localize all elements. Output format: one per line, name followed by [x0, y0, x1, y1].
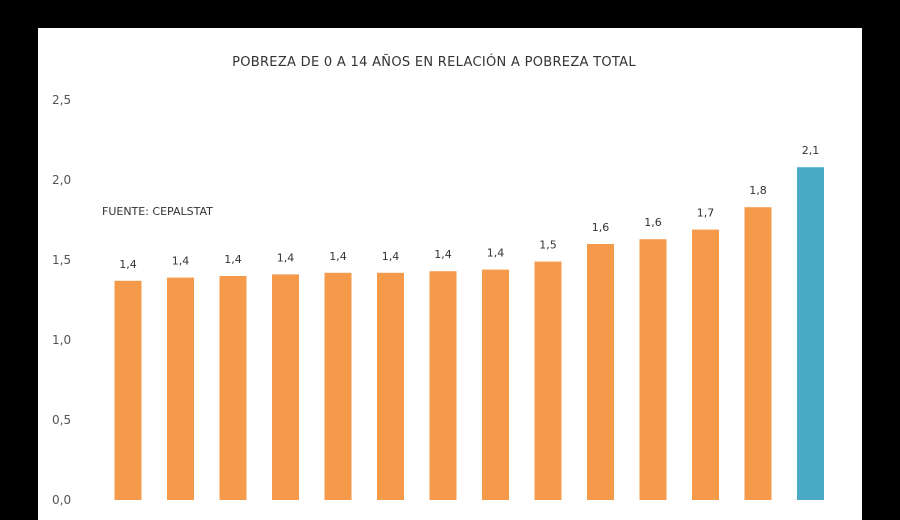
y-tick-label: 1,0 — [52, 333, 71, 347]
data-label: 1,7 — [697, 207, 715, 220]
data-label: 1,4 — [434, 248, 452, 261]
bar — [482, 269, 509, 500]
data-label: 1,4 — [329, 250, 347, 263]
data-label: 1,4 — [382, 250, 400, 263]
y-tick-label: 2,5 — [52, 93, 71, 107]
bar — [272, 274, 299, 500]
y-tick-label: 1,5 — [52, 253, 71, 267]
bar — [639, 239, 667, 500]
data-label: 1,4 — [172, 255, 190, 268]
data-label: 1,8 — [749, 184, 767, 197]
bars-group — [114, 167, 824, 500]
y-tick-label: 0,0 — [52, 493, 71, 507]
bar — [377, 272, 404, 500]
bar — [114, 280, 142, 500]
bar — [167, 277, 194, 500]
bar — [744, 207, 772, 500]
bar — [324, 272, 352, 500]
data-labels-group: 1,4 1,4 1,4 1,4 1,4 1,4 1,4 1,4 1,5 1,6 1,6 1,7 1,8 2… — [119, 144, 819, 271]
bar — [797, 167, 824, 500]
bar-chart: POBREZA DE 0 A 14 AÑOS EN RELACIÓN A POB… — [52, 54, 824, 507]
bar — [429, 271, 457, 500]
bar — [534, 261, 562, 500]
bar — [587, 244, 614, 500]
chart-card: POBREZA DE 0 A 14 AÑOS EN RELACIÓN A POB… — [38, 28, 862, 520]
data-label: 1,4 — [277, 251, 295, 264]
data-label: 1,6 — [592, 221, 610, 234]
bar — [219, 276, 247, 500]
bar — [692, 229, 719, 500]
chart-title: POBREZA DE 0 A 14 AÑOS EN RELACIÓN A POB… — [232, 54, 636, 70]
data-label: 1,4 — [119, 258, 137, 271]
y-tick-label: 0,5 — [52, 413, 71, 427]
y-tick-label: 2,0 — [52, 173, 71, 187]
data-label: 1,6 — [644, 216, 662, 229]
data-label: 1,4 — [224, 253, 242, 266]
data-label: 1,4 — [487, 247, 505, 260]
data-label: 1,5 — [539, 239, 557, 252]
source-note: FUENTE: CEPALSTAT — [102, 205, 213, 218]
data-label: 2,1 — [802, 144, 820, 157]
y-axis: 0,0 0,5 1,0 1,5 2,0 2,5 — [52, 93, 71, 507]
